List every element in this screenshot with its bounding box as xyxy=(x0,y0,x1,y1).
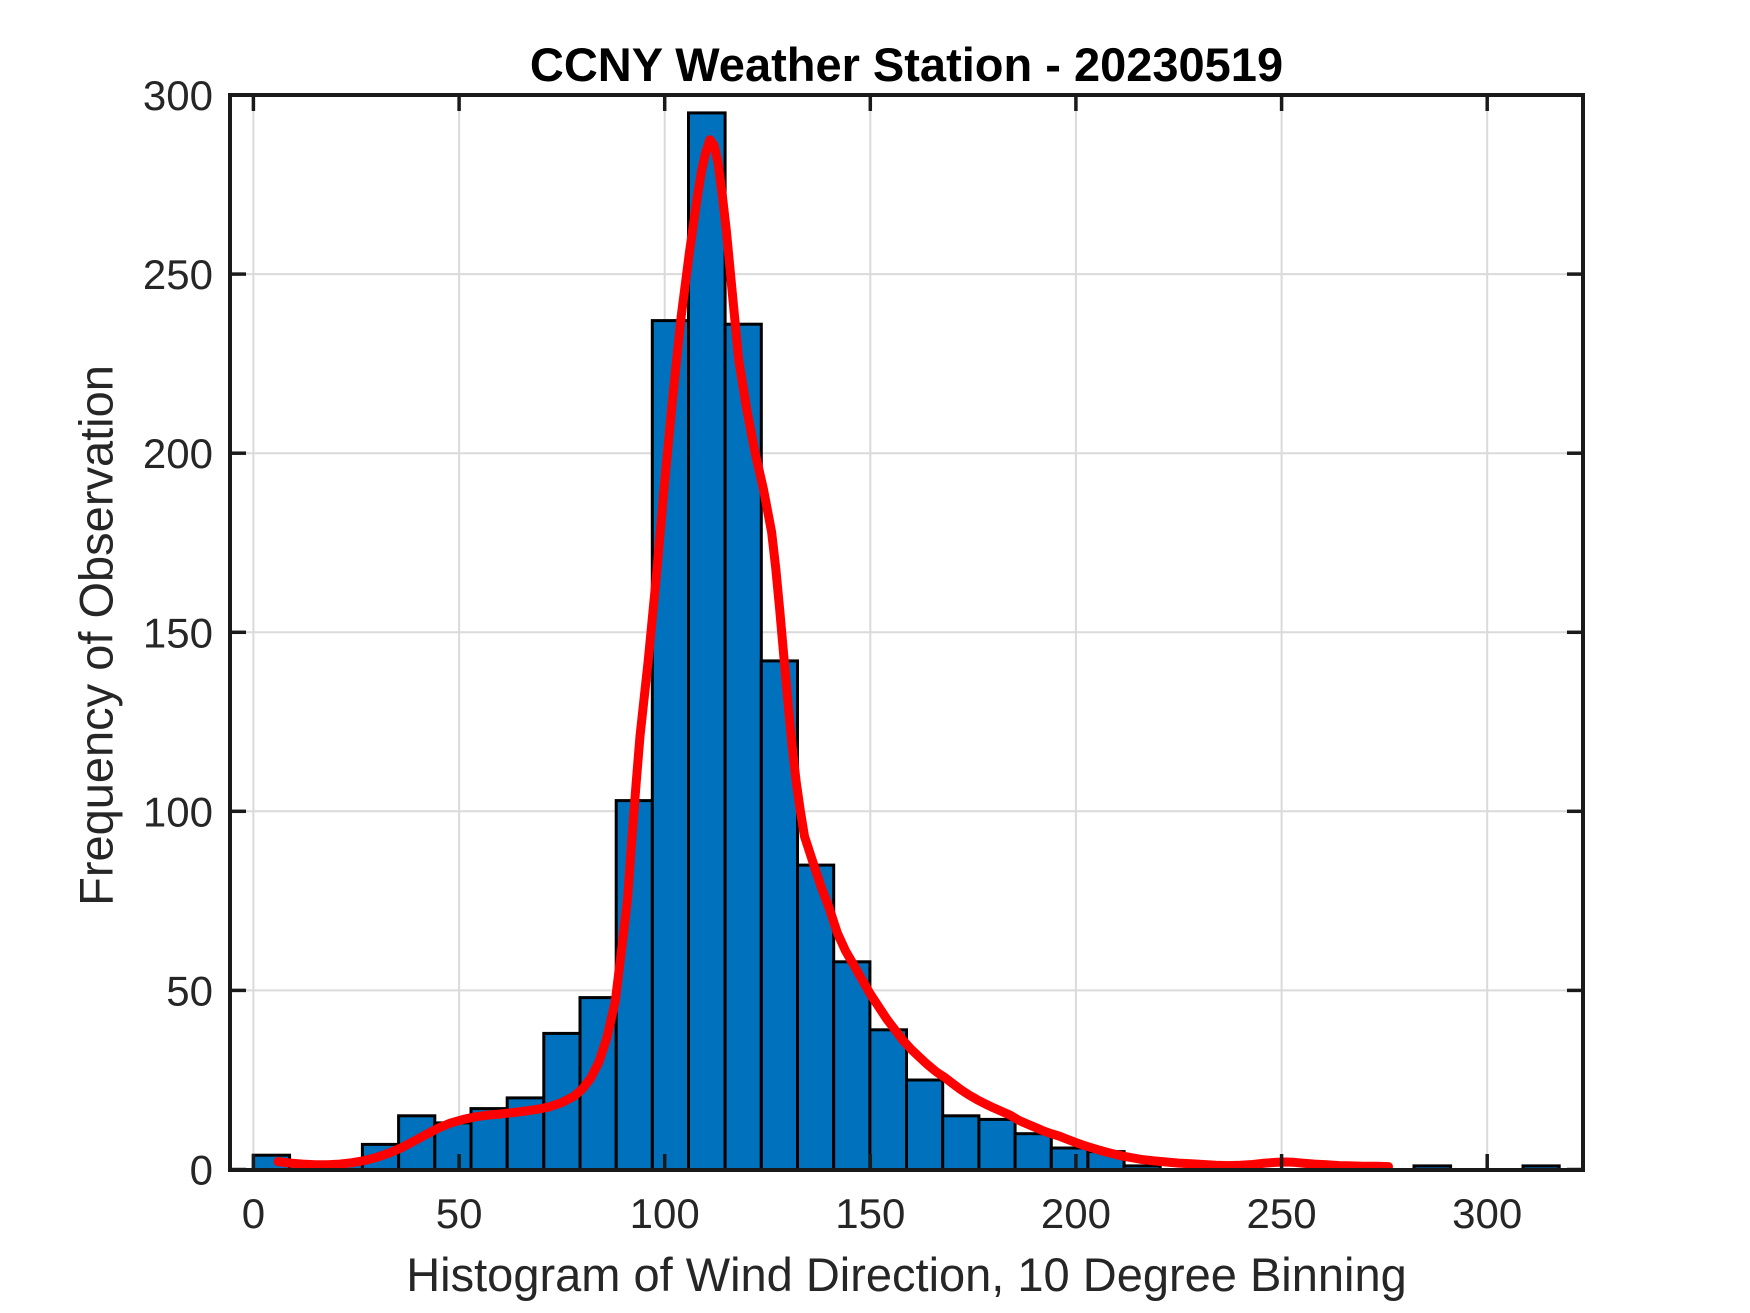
x-tick-label: 300 xyxy=(1452,1190,1522,1237)
y-tick-label: 0 xyxy=(190,1147,213,1194)
x-tick-label: 50 xyxy=(436,1190,483,1237)
y-tick-label: 300 xyxy=(143,72,213,119)
chart-title: CCNY Weather Station - 20230519 xyxy=(529,38,1284,91)
x-tick-label: 0 xyxy=(242,1190,265,1237)
y-tick-label: 50 xyxy=(166,967,213,1014)
y-tick-label: 200 xyxy=(143,430,213,477)
y-tick-label: 250 xyxy=(143,251,213,298)
histogram-bar xyxy=(832,960,872,1171)
histogram-bar xyxy=(1013,1132,1053,1171)
x-tick-label: 150 xyxy=(835,1190,905,1237)
histogram-bar xyxy=(868,1028,909,1172)
histogram-bar xyxy=(687,111,727,1171)
histogram-bar xyxy=(941,1114,981,1172)
y-axis-label: Frequency of Observation xyxy=(69,365,123,906)
y-tick-label: 100 xyxy=(143,788,213,835)
y-tick-label: 150 xyxy=(143,609,213,656)
axes-box xyxy=(228,93,1585,1172)
histogram-bar xyxy=(977,1117,1017,1172)
x-tick-label: 200 xyxy=(1041,1190,1111,1237)
x-tick-label: 250 xyxy=(1247,1190,1317,1237)
fit-curve xyxy=(273,135,1393,1172)
x-tick-label: 100 xyxy=(630,1190,700,1237)
histogram-bar xyxy=(1049,1146,1090,1171)
histogram-bar xyxy=(905,1078,945,1171)
x-axis-label: Histogram of Wind Direction, 10 Degree B… xyxy=(406,1248,1407,1301)
